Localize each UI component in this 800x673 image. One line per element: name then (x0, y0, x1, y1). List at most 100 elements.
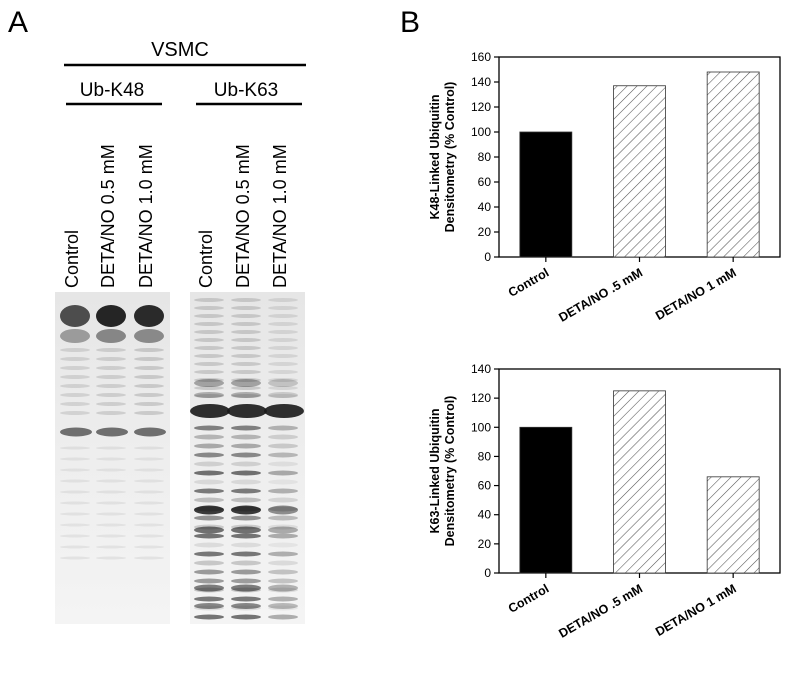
bar-1 (613, 390, 666, 574)
x-category-label: DETA/NO 1 mM (653, 265, 739, 322)
blot-band (96, 501, 126, 505)
blot-band (231, 533, 261, 539)
y-tick-label: 60 (478, 175, 492, 189)
blot-band (194, 551, 224, 557)
blot-band (134, 402, 164, 406)
blot-band (96, 427, 128, 437)
blot-band (96, 523, 126, 527)
blot-band (60, 393, 90, 397)
blot-band (268, 338, 298, 342)
blot-band (231, 362, 261, 366)
blot-band (60, 457, 90, 461)
blot-band (231, 306, 261, 310)
blot-k63-membrane (190, 292, 305, 624)
blot-band (194, 461, 224, 467)
blot-band (268, 314, 298, 318)
blot-band (190, 404, 230, 418)
blot-band (96, 348, 126, 352)
bar-2 (706, 71, 760, 258)
blot-band (194, 434, 224, 440)
blot-band (194, 322, 224, 326)
blot-band (231, 338, 261, 342)
blot-k48-membrane (55, 292, 170, 624)
blot-band (268, 596, 298, 602)
blot-band (268, 578, 298, 584)
blot-band (134, 305, 164, 327)
blot-band (268, 605, 298, 611)
blot-band (60, 545, 90, 549)
blot-band (231, 515, 261, 521)
x-category-label: Control (506, 581, 551, 615)
blot-band (268, 306, 298, 310)
blot-band (60, 366, 90, 370)
blot-band (268, 526, 298, 534)
blot-band (60, 501, 90, 505)
blot-band (194, 354, 224, 358)
y-tick-label: 80 (478, 150, 492, 164)
blot-band (194, 298, 224, 302)
blot-band (134, 556, 164, 560)
blot-band (96, 366, 126, 370)
panel-b-letter: B (400, 6, 421, 39)
lane-label-k48: Control (62, 230, 82, 288)
blot-band (134, 468, 164, 472)
y-tick-label: 120 (471, 100, 491, 114)
blot-band (194, 533, 224, 539)
k63-densitometry-chart: 0 20 40 60 80 100 120 140 K63-Linked Ubiquitin De… (428, 362, 781, 641)
lane-label-k63: DETA/NO 0.5 mM (233, 144, 253, 288)
blot-band (231, 354, 261, 358)
blot-band (60, 490, 90, 494)
blot-band (231, 526, 261, 534)
blot-band (194, 596, 224, 602)
blot-band (134, 446, 164, 450)
blot-band (60, 411, 90, 415)
blot-band (60, 534, 90, 538)
blot-band (134, 512, 164, 516)
blot-band (134, 490, 164, 494)
blot-band (194, 488, 224, 494)
blot-band (268, 614, 298, 620)
x-category-label: DETA/NO .5 mM (556, 581, 645, 640)
y-tick-label: 120 (471, 391, 491, 405)
blot-band (231, 378, 261, 382)
blot-band (194, 425, 224, 431)
blot-band (268, 524, 298, 530)
western-blot-figure: VSMC Ub-K48 Ub-K63 Control DETA/NO 0.5 mM… (55, 39, 306, 624)
blot-band (231, 551, 261, 557)
blot-band (268, 587, 298, 593)
blot-band (96, 329, 126, 343)
blot-band (60, 357, 90, 361)
blot-band (194, 394, 224, 398)
blot-band (231, 298, 261, 302)
blot-band (231, 488, 261, 494)
blot-band (268, 452, 298, 458)
y-tick-label: 140 (471, 75, 491, 89)
blot-band (268, 506, 298, 512)
blot-band (231, 584, 261, 592)
blot-band (268, 603, 298, 609)
blot-band (60, 468, 90, 472)
blot-band (268, 346, 298, 350)
blot-band (231, 479, 261, 485)
blot-band (268, 434, 298, 440)
blot-band (268, 505, 298, 515)
x-category-label: DETA/NO 1 mM (653, 581, 739, 638)
blot-band (96, 512, 126, 516)
blot-band (231, 560, 261, 566)
lane-label-k63: Control (196, 230, 216, 288)
blot-band (194, 479, 224, 485)
blot-band (60, 523, 90, 527)
blot-band (268, 470, 298, 476)
blot-band (231, 346, 261, 350)
bar-2 (706, 476, 760, 574)
blot-band (268, 370, 298, 374)
blot-band (268, 479, 298, 485)
x-category-label: Control (506, 265, 551, 299)
k48-densitometry-chart: 0 20 40 60 80 100 120 140 160 K48-Linked Ubiquiti… (428, 50, 781, 325)
blot-band (96, 375, 126, 379)
blot-band (231, 392, 261, 398)
y-axis-label-line2: Densitometry (% Control) (443, 82, 457, 233)
y-axis-label-line1: K48-Linked Ubiquitin (428, 95, 442, 220)
blot-band (268, 584, 298, 592)
blot-band (60, 348, 90, 352)
